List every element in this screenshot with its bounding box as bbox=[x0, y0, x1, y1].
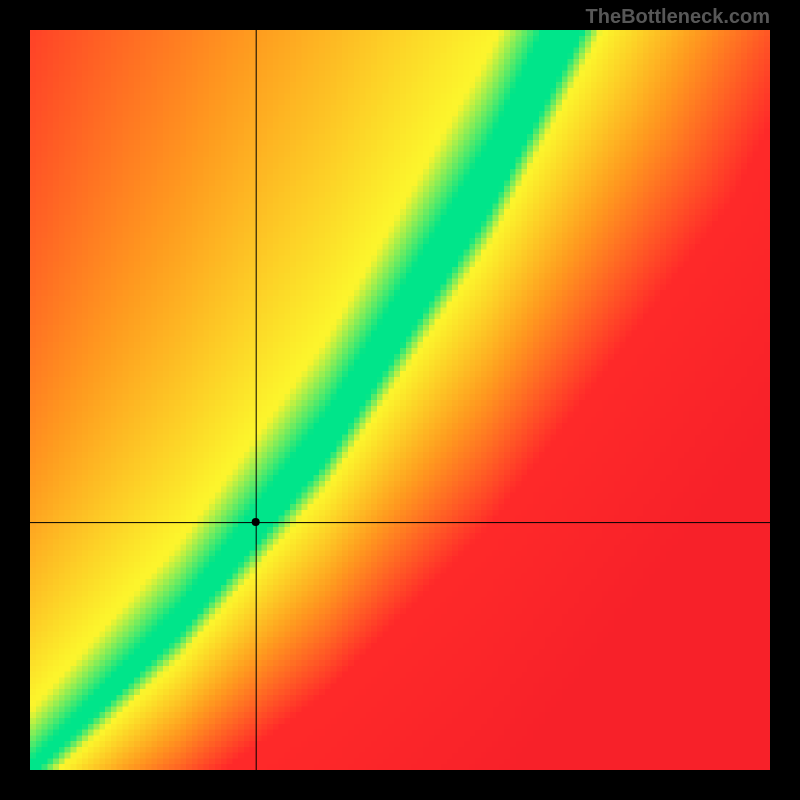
watermark-text: TheBottleneck.com bbox=[586, 6, 770, 29]
crosshair-overlay bbox=[30, 30, 770, 770]
chart-container: TheBottleneck.com bbox=[0, 0, 800, 800]
plot-area bbox=[30, 30, 770, 770]
